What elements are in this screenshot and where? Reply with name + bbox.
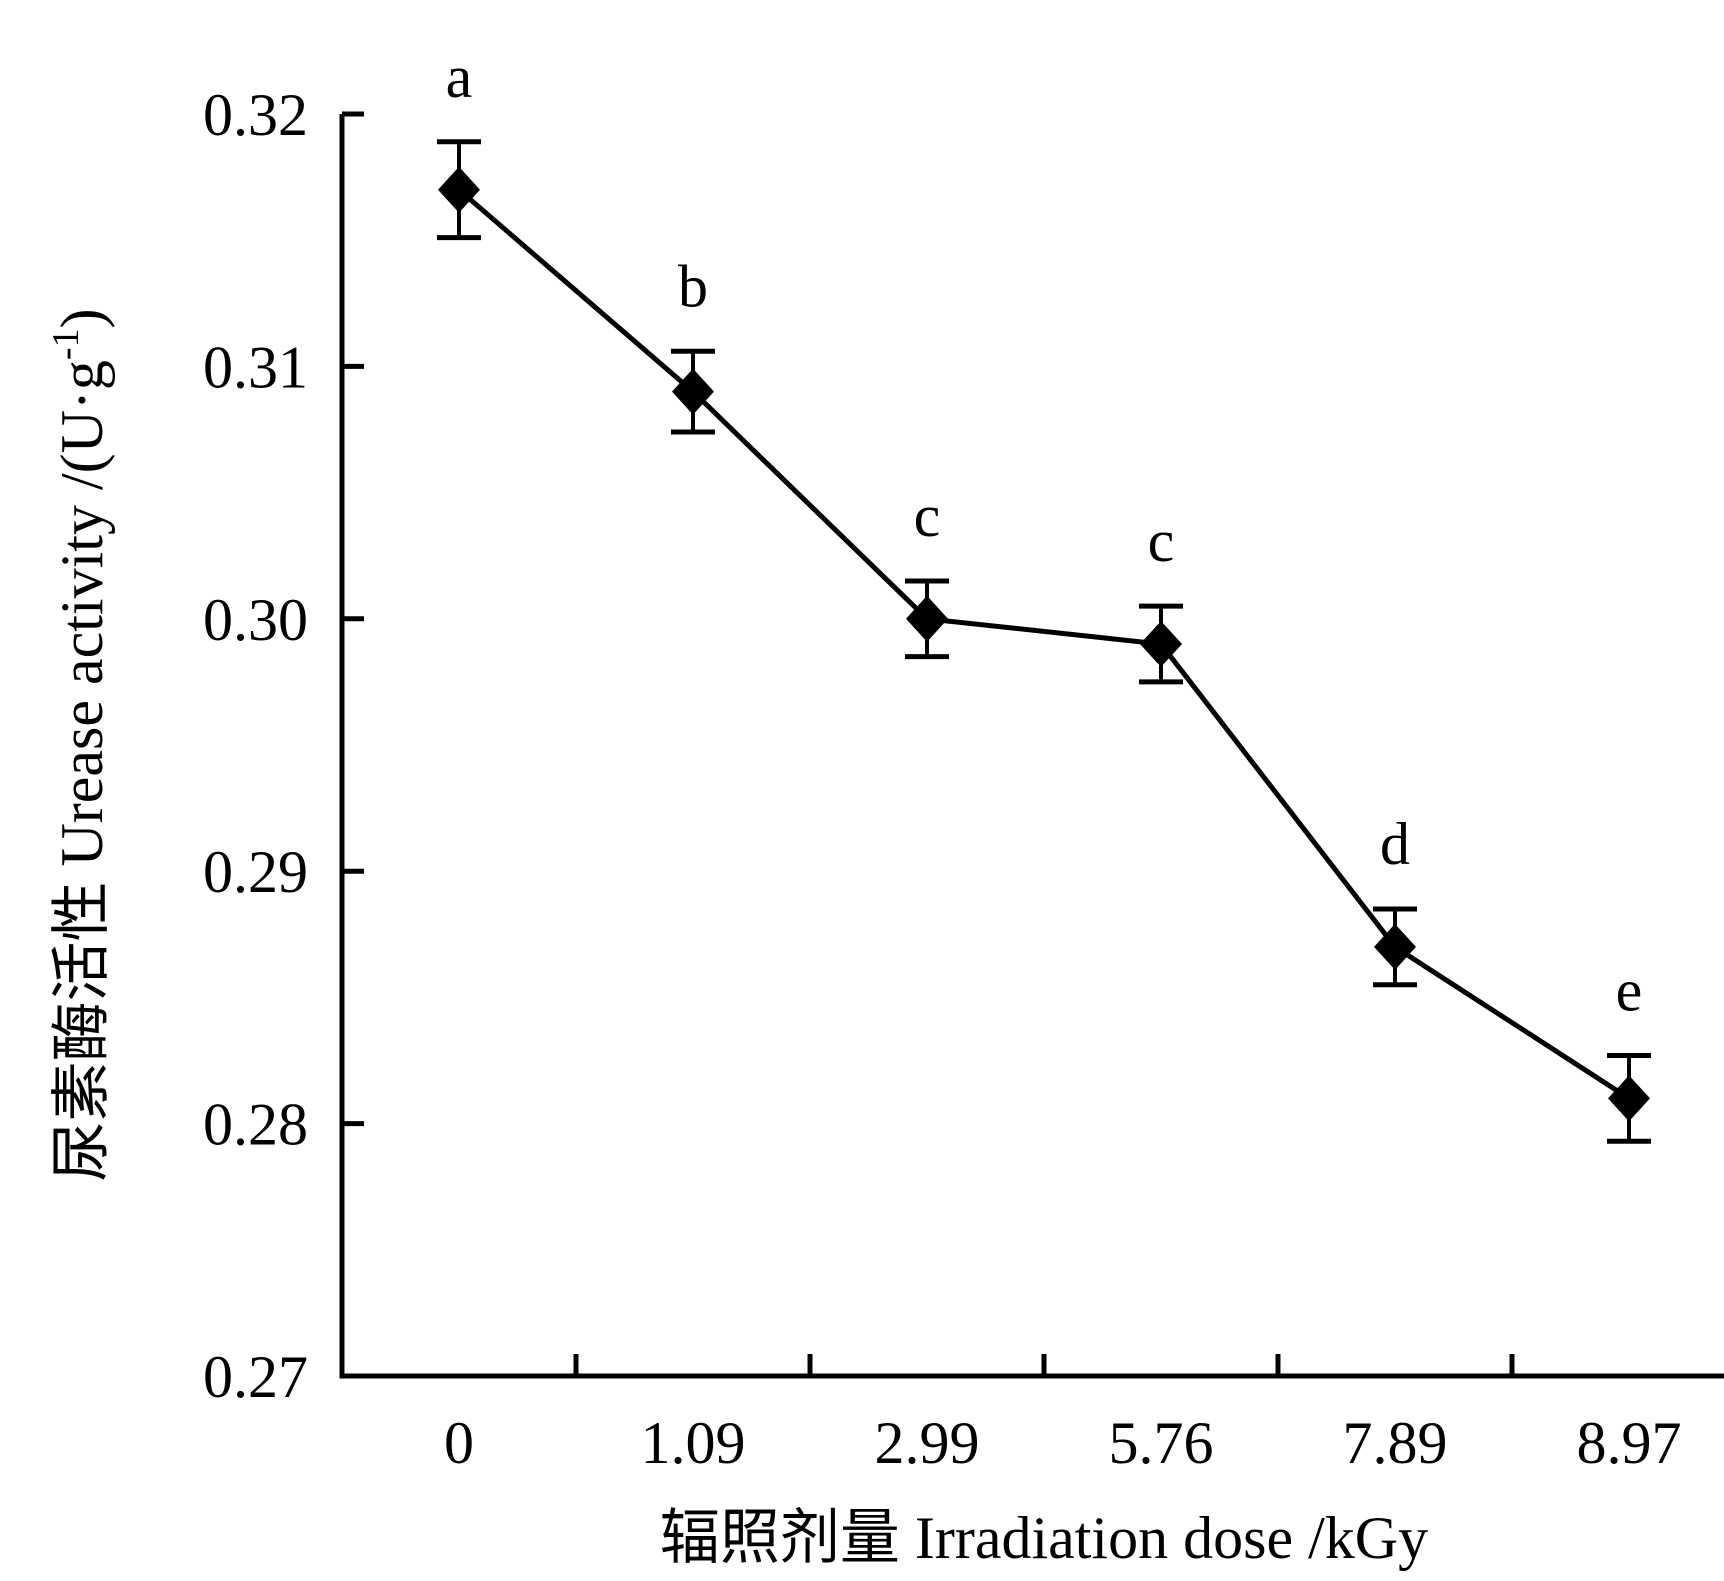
significance-letter: e — [1616, 957, 1643, 1023]
y-tick-label: 0.32 — [203, 82, 308, 148]
x-tick-label: 0 — [444, 1410, 474, 1476]
significance-letter: d — [1380, 811, 1410, 877]
x-tick-label: 8.97 — [1577, 1410, 1682, 1476]
x-tick-label: 7.89 — [1343, 1410, 1448, 1476]
data-point-marker — [1140, 621, 1182, 668]
y-axis-title: 尿素酶活性 Urease activity /(U·g-1) — [45, 308, 115, 1181]
chart-canvas: 0.32 0.31 0.30 0.29 0.28 0.27 0 1.09 2.99 5.76 7.8… — [45, 44, 1724, 1571]
x-tick-label: 5.76 — [1109, 1410, 1214, 1476]
urease-activity-line-chart: 0.32 0.31 0.30 0.29 0.28 0.27 0 1.09 2.99 5.76 7.8… — [40, 16, 1724, 1581]
significance-letter: b — [678, 253, 708, 319]
data-point-marker — [438, 166, 480, 213]
y-tick-label: 0.28 — [203, 1092, 308, 1158]
y-tick-label: 0.29 — [203, 839, 308, 905]
data-point-marker — [1608, 1075, 1650, 1122]
data-point-marker — [672, 368, 714, 415]
x-tick-label: 2.99 — [875, 1410, 980, 1476]
y-tick-label: 0.27 — [203, 1344, 308, 1410]
x-tick-label: 1.09 — [641, 1410, 746, 1476]
significance-letter: a — [446, 44, 473, 110]
y-tick-label: 0.31 — [203, 334, 308, 400]
data-line — [457, 187, 1631, 1101]
data-point-marker — [906, 595, 948, 642]
data-point-marker — [1374, 923, 1416, 970]
x-axis-title: 辐照剂量 Irradiation dose /kGy — [660, 1505, 1428, 1571]
y-tick-label: 0.30 — [203, 587, 308, 653]
axes — [339, 114, 1724, 1379]
significance-letter: c — [914, 483, 941, 549]
significance-letter: c — [1148, 508, 1175, 574]
